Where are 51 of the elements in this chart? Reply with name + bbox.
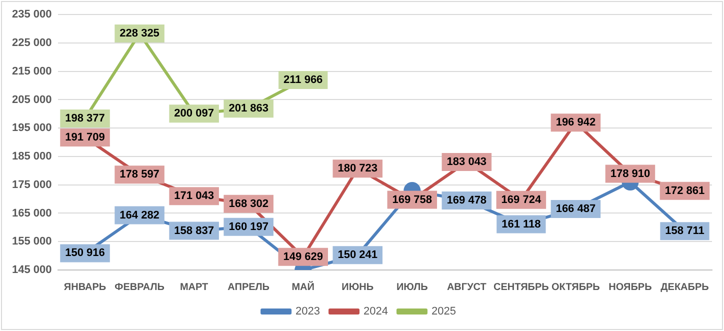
data-label: 172 861 [664, 184, 705, 197]
y-tick-label: 225 000 [12, 37, 52, 50]
data-label: 166 487 [556, 203, 596, 216]
data-label: 171 043 [174, 190, 214, 202]
x-tick-label: ИЮЛЬ [396, 282, 428, 293]
x-tick-label: НОЯБРЬ [608, 282, 652, 293]
data-label: 211 966 [284, 74, 323, 86]
data-label: 183 043 [446, 156, 487, 168]
x-tick-label: АПРЕЛЬ [228, 282, 270, 293]
data-label: 201 863 [228, 102, 268, 115]
data-label: 150 241 [338, 249, 378, 262]
x-tick-label: ИЮНЬ [342, 282, 374, 293]
x-tick-label: ДЕКАБРЬ [660, 282, 709, 293]
data-label: 228 325 [120, 28, 160, 40]
y-tick-label: 165 000 [12, 207, 52, 220]
data-label: 160 197 [228, 220, 268, 233]
data-label: 150 916 [65, 247, 105, 260]
x-tick-label: СЕНТЯБРЬ [494, 282, 549, 293]
x-tick-label: ФЕВРАЛЬ [114, 282, 164, 293]
data-label: 169 478 [446, 194, 487, 207]
data-label: 200 097 [174, 108, 214, 120]
data-label: 149 629 [283, 250, 323, 263]
x-tick-label: МАЙ [292, 280, 314, 293]
y-tick-label: 195 000 [12, 122, 52, 134]
data-label: 198 377 [65, 112, 105, 125]
y-tick-label: 155 000 [12, 236, 52, 248]
data-label: 191 709 [65, 131, 105, 144]
x-tick-label: ОКТЯБРЬ [552, 282, 600, 293]
y-tick-label: 145 000 [12, 264, 52, 276]
y-tick-label: 205 000 [12, 94, 52, 106]
y-tick-label: 215 000 [12, 65, 52, 78]
y-tick-label: 175 000 [12, 178, 52, 191]
y-tick-label: 185 000 [12, 150, 52, 163]
data-label: 178 597 [120, 168, 160, 181]
x-tick-label: ЯНВАРЬ [64, 282, 106, 293]
legend-label: 2025 [431, 306, 456, 318]
data-label: 178 910 [610, 168, 650, 180]
data-label: 169 758 [392, 194, 432, 206]
x-tick-label: АВГУСТ [446, 282, 486, 293]
legend-label: 2023 [296, 306, 320, 318]
data-label: 161 118 [502, 218, 541, 230]
data-label: 168 302 [228, 198, 268, 210]
y-tick-label: 235 000 [12, 8, 52, 21]
data-label: 158 711 [665, 225, 704, 238]
legend-label: 2024 [364, 306, 388, 318]
data-label: 196 942 [556, 116, 596, 129]
data-label: 164 282 [120, 209, 160, 222]
data-label: 180 723 [338, 162, 378, 175]
data-label: 158 837 [174, 224, 214, 237]
x-tick-label: МАРТ [180, 282, 208, 293]
data-label: 169 724 [501, 194, 542, 206]
